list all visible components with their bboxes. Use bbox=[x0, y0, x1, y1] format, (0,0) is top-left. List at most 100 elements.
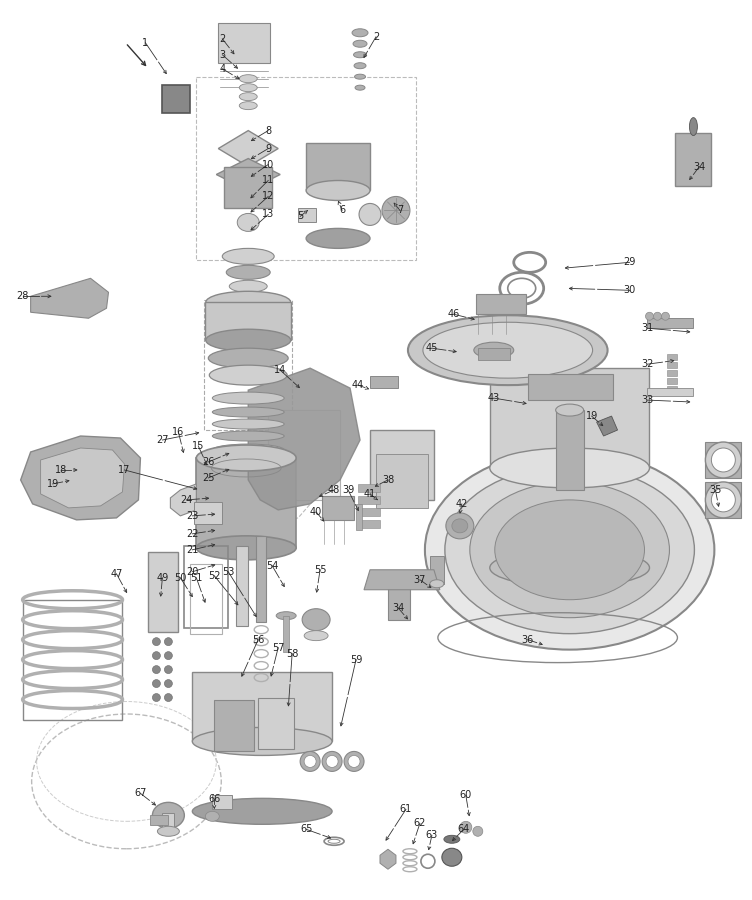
Ellipse shape bbox=[193, 727, 332, 755]
Ellipse shape bbox=[229, 280, 267, 292]
Text: 42: 42 bbox=[456, 499, 468, 508]
Text: 32: 32 bbox=[641, 359, 653, 369]
Text: 35: 35 bbox=[709, 485, 722, 495]
Ellipse shape bbox=[239, 102, 257, 110]
Circle shape bbox=[165, 694, 172, 701]
Circle shape bbox=[165, 666, 172, 673]
Ellipse shape bbox=[711, 448, 735, 472]
Bar bbox=[705, 442, 741, 478]
Ellipse shape bbox=[226, 266, 270, 279]
Bar bbox=[668, 378, 678, 384]
Text: 37: 37 bbox=[414, 575, 426, 585]
Text: 12: 12 bbox=[262, 192, 274, 202]
Ellipse shape bbox=[276, 612, 296, 620]
Ellipse shape bbox=[452, 519, 468, 533]
Ellipse shape bbox=[196, 445, 296, 471]
Ellipse shape bbox=[359, 203, 381, 225]
Text: 13: 13 bbox=[262, 210, 274, 220]
Polygon shape bbox=[20, 436, 141, 520]
Text: 47: 47 bbox=[111, 569, 123, 579]
Text: 38: 38 bbox=[382, 475, 394, 485]
Ellipse shape bbox=[300, 752, 320, 771]
Ellipse shape bbox=[705, 442, 741, 478]
Polygon shape bbox=[171, 484, 196, 516]
Ellipse shape bbox=[474, 342, 514, 358]
Bar bbox=[193, 671, 332, 742]
Polygon shape bbox=[218, 130, 278, 166]
Circle shape bbox=[653, 312, 662, 320]
Bar bbox=[478, 348, 510, 360]
Circle shape bbox=[473, 826, 483, 836]
Text: 33: 33 bbox=[641, 395, 653, 405]
Ellipse shape bbox=[206, 329, 291, 351]
Text: 39: 39 bbox=[342, 485, 354, 495]
Text: 64: 64 bbox=[458, 824, 470, 834]
Bar bbox=[268, 410, 340, 500]
Ellipse shape bbox=[444, 835, 459, 843]
Bar bbox=[370, 376, 398, 388]
Text: 40: 40 bbox=[310, 507, 323, 517]
Text: 8: 8 bbox=[265, 126, 271, 136]
Bar bbox=[675, 132, 711, 186]
Ellipse shape bbox=[430, 580, 444, 588]
Text: 7: 7 bbox=[397, 205, 403, 215]
Text: 14: 14 bbox=[274, 365, 287, 375]
Ellipse shape bbox=[238, 213, 259, 231]
Ellipse shape bbox=[322, 752, 342, 771]
Ellipse shape bbox=[470, 482, 669, 617]
Ellipse shape bbox=[306, 181, 370, 201]
Polygon shape bbox=[217, 158, 280, 191]
Ellipse shape bbox=[239, 93, 257, 101]
Ellipse shape bbox=[354, 74, 365, 79]
Text: 34: 34 bbox=[693, 161, 705, 172]
Bar bbox=[376, 454, 428, 508]
Ellipse shape bbox=[157, 826, 180, 836]
Circle shape bbox=[153, 666, 160, 673]
Polygon shape bbox=[380, 850, 396, 869]
Bar bbox=[150, 815, 168, 825]
Circle shape bbox=[662, 312, 669, 320]
Bar bbox=[322, 496, 354, 520]
Text: 49: 49 bbox=[156, 572, 168, 583]
Ellipse shape bbox=[344, 752, 364, 771]
Bar bbox=[224, 166, 272, 209]
Ellipse shape bbox=[196, 536, 296, 560]
Bar bbox=[668, 370, 678, 376]
Ellipse shape bbox=[193, 798, 332, 824]
Text: 46: 46 bbox=[447, 310, 460, 320]
Text: 60: 60 bbox=[459, 790, 472, 800]
Ellipse shape bbox=[304, 755, 316, 768]
Bar bbox=[256, 536, 266, 622]
Ellipse shape bbox=[212, 392, 284, 404]
Bar bbox=[196, 458, 296, 548]
Text: 18: 18 bbox=[54, 465, 67, 475]
Text: 31: 31 bbox=[641, 323, 653, 333]
Ellipse shape bbox=[354, 63, 366, 68]
Ellipse shape bbox=[425, 450, 714, 650]
Text: 59: 59 bbox=[350, 654, 362, 664]
Ellipse shape bbox=[490, 448, 650, 488]
Circle shape bbox=[153, 638, 160, 645]
Bar bbox=[358, 520, 380, 528]
Ellipse shape bbox=[208, 348, 288, 368]
Bar bbox=[556, 410, 584, 490]
Ellipse shape bbox=[495, 500, 644, 599]
Text: 58: 58 bbox=[286, 649, 299, 659]
Text: 22: 22 bbox=[186, 529, 199, 539]
Ellipse shape bbox=[239, 75, 257, 83]
Text: 29: 29 bbox=[623, 257, 635, 267]
Polygon shape bbox=[248, 368, 360, 510]
Text: 36: 36 bbox=[522, 634, 534, 644]
Ellipse shape bbox=[705, 482, 741, 517]
Text: 63: 63 bbox=[426, 831, 438, 841]
Circle shape bbox=[153, 680, 160, 688]
Ellipse shape bbox=[423, 322, 593, 378]
Ellipse shape bbox=[446, 513, 474, 539]
Text: 17: 17 bbox=[118, 465, 131, 475]
Circle shape bbox=[645, 312, 653, 320]
Bar bbox=[298, 209, 316, 222]
Bar bbox=[356, 504, 362, 530]
Text: 44: 44 bbox=[352, 380, 364, 390]
Ellipse shape bbox=[302, 608, 330, 631]
Bar bbox=[258, 698, 294, 750]
